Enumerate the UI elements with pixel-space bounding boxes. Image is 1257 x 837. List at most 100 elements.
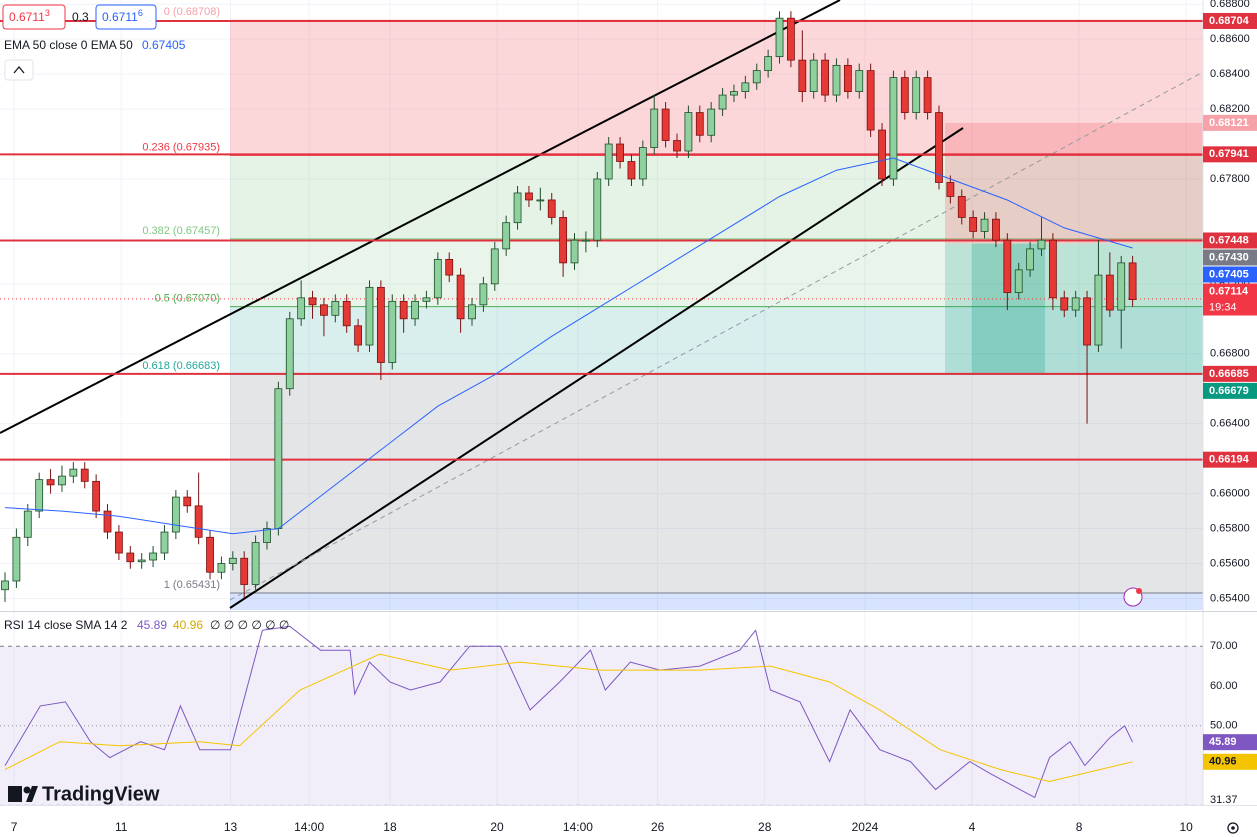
candle-body (115, 531, 123, 554)
x-tick-label: 11 (115, 820, 128, 834)
gear-center (1231, 826, 1235, 830)
candle-body (775, 17, 784, 58)
candle-body (843, 64, 852, 92)
channel-upper (0, 0, 841, 434)
y-tick-label: 0.68200 (1210, 103, 1250, 115)
candle-body (912, 77, 921, 113)
candle-body (638, 147, 647, 180)
candle-body (490, 248, 499, 285)
x-tick-label: 13 (224, 820, 238, 834)
candle-body (684, 112, 693, 152)
price-badge-label: 0.66194 (1209, 454, 1250, 466)
candle-body (502, 222, 511, 250)
candle-body (183, 496, 192, 507)
candle-body (468, 304, 476, 320)
settings-icon[interactable] (1227, 822, 1239, 834)
candle-body (604, 143, 613, 180)
candle-body (525, 192, 533, 201)
channel-lower (229, 127, 964, 609)
candle-body (285, 318, 294, 390)
candle-body (1026, 248, 1035, 271)
candle-body (251, 542, 260, 585)
candle-body (718, 94, 727, 110)
price-badge (1203, 382, 1257, 399)
candle-body (308, 297, 317, 306)
y-tick-label: 0.66800 (1210, 348, 1250, 360)
candle-body (399, 300, 408, 320)
candle-body (661, 108, 670, 141)
time-axis (0, 806, 1257, 837)
candle-body (297, 297, 306, 320)
level-layer (0, 19, 1203, 461)
candle-body (1048, 239, 1057, 299)
rsi-legend-value: 45.89 (137, 618, 167, 632)
rsi-legend: RSI 14 close SMA 14 2 (4, 618, 128, 632)
price-badge (1203, 232, 1257, 249)
candle-body (707, 108, 716, 136)
candle-body (798, 59, 807, 92)
spread: 0.3 (72, 10, 89, 24)
candle-body (992, 218, 1000, 241)
ask-box[interactable] (95, 4, 157, 30)
price-badge (1203, 12, 1257, 29)
collapse-button[interactable] (4, 59, 34, 81)
candle-body (866, 70, 875, 131)
x-tick-label: 10 (1179, 820, 1193, 834)
candle-body (1094, 274, 1103, 346)
candle-body (23, 510, 32, 538)
candle-body (194, 505, 203, 538)
candle-body (513, 192, 522, 224)
fib-zone (230, 374, 1203, 594)
candle-layer (1, 11, 1137, 799)
candle-body (593, 178, 602, 241)
price-badge (1203, 266, 1257, 283)
price-badge (1203, 451, 1257, 468)
candle-body (1037, 239, 1046, 250)
candle-body (559, 217, 568, 264)
fib-label: 0.618 (0.66683) (142, 360, 220, 372)
candle-body (1003, 239, 1012, 293)
candle-body (411, 300, 419, 320)
y-tick-label: 0.65800 (1210, 522, 1250, 534)
logo-dot (23, 786, 31, 794)
x-tick-label: 20 (490, 820, 504, 834)
price-badge (1203, 753, 1257, 770)
x-tick-label: 18 (383, 820, 397, 834)
candle-body (274, 388, 283, 529)
grid-layer (0, 0, 1203, 805)
candle-body (957, 196, 966, 218)
ask-main: 0.6711 (102, 10, 138, 24)
x-tick-label: 14:00 (563, 820, 593, 834)
ask: 0.67116 (102, 8, 143, 24)
rsi-tick-label: 70.00 (1210, 640, 1238, 652)
candle-body (536, 199, 545, 202)
candle-body (171, 496, 180, 533)
collapse-icon (13, 65, 25, 74)
candle-body (581, 239, 590, 242)
candle-body (889, 77, 898, 180)
candle-body (809, 59, 818, 92)
candle-body (46, 479, 55, 486)
fib-label: 1 (0.65431) (164, 579, 220, 591)
bid-pip: 3 (45, 8, 50, 18)
y-tick-label: 0.65600 (1210, 557, 1250, 569)
y-tick-label: 0.66400 (1210, 418, 1250, 430)
candle-body (388, 300, 397, 363)
candle-body (456, 274, 465, 320)
candle-body (12, 536, 21, 582)
candle-body (320, 304, 328, 316)
y-tick-label: 0.65400 (1210, 592, 1250, 604)
price-badge-label: 0.67430 (1209, 251, 1249, 263)
bid-box[interactable] (2, 4, 66, 30)
price-badge-label: 0.67405 (1209, 268, 1249, 280)
ask-pip: 6 (138, 8, 143, 18)
trendlines (0, 0, 1204, 609)
candle-body (137, 559, 146, 563)
countdown: 19:34 (1209, 301, 1237, 313)
watermark: TradingView (8, 783, 160, 805)
candle-body (935, 112, 943, 183)
x-tick-label: 8 (1076, 820, 1083, 834)
